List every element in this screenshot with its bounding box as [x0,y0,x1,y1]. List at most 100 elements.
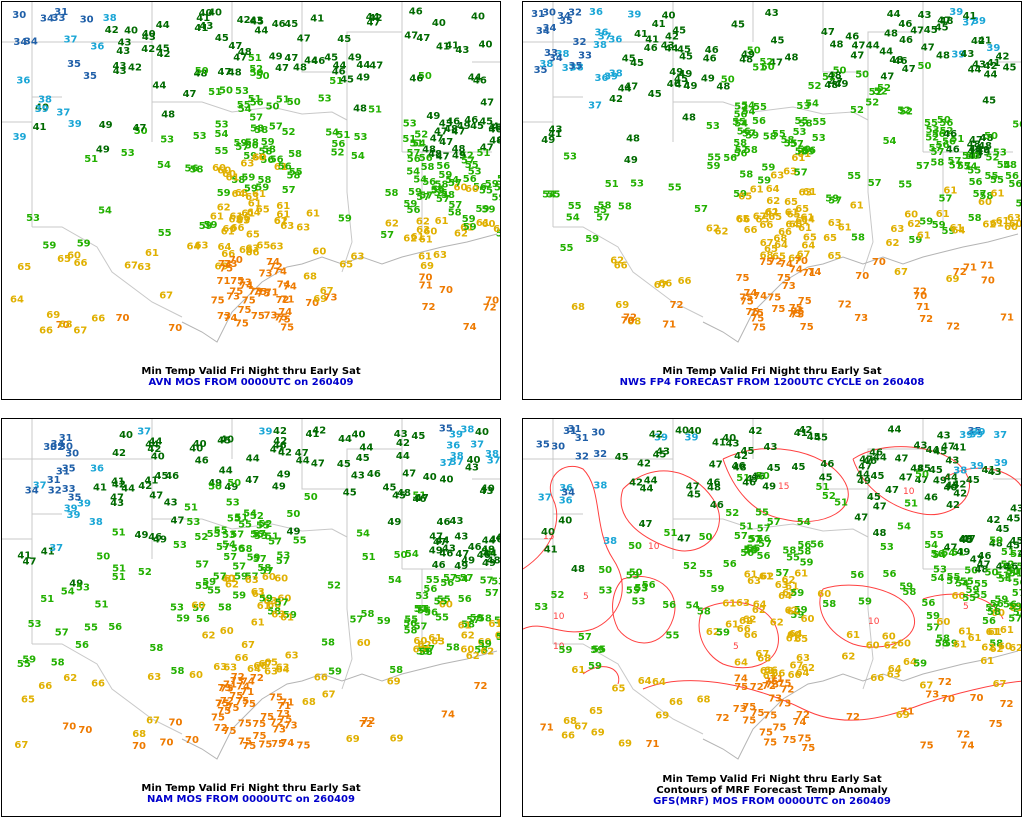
station-temp-label: 75 [274,313,288,324]
station-temp-label: 65 [789,219,803,230]
station-temp-label: 54 [406,166,420,177]
station-temp-label: 58 [739,170,753,181]
station-temp-label: 58 [979,191,993,202]
station-temp-label: 61 [958,627,972,638]
station-temp-label: 35 [67,59,81,70]
station-temp-label: 46 [148,532,162,543]
station-temp-label: 56 [407,205,421,216]
station-temp-label: 47 [245,475,259,486]
station-temp-label: 62 [841,652,855,663]
station-temp-label: 57 [275,597,289,608]
station-temp-label: 61 [571,665,585,676]
station-temp-label: 41 [436,41,450,52]
station-temp-label: 61 [936,209,950,220]
station-temp-label: 49 [153,535,167,546]
station-temp-label: 67 [763,671,777,682]
station-temp-label: 73 [218,259,232,270]
station-temp-label: 61 [785,208,799,219]
station-temp-label: 49 [541,135,555,146]
station-temp-label: 57 [350,615,364,626]
station-temp-label: 57 [443,573,457,584]
station-temp-label: 58 [404,625,418,636]
station-temp-label: 60 [222,169,236,180]
caption-title: Min Temp Valid Fri Night thru Early Sat [662,774,882,785]
station-temp-label: 71 [646,739,660,750]
station-temp-label: 72 [361,716,375,727]
station-temp-label: 36 [559,483,573,494]
station-temp-label: 57 [436,194,450,205]
station-temp-label: 47 [429,531,443,542]
station-temp-label: 70 [621,316,635,327]
station-temp-label: 46 [943,129,957,140]
station-temp-label: 42 [138,481,152,492]
station-temp-label: 67 [790,661,804,672]
station-temp-label: 63 [351,252,365,263]
station-temp-label: 65 [339,260,353,271]
station-temp-label: 48 [968,151,982,162]
station-temp-label: 55 [592,644,606,655]
station-temp-label: 72 [750,682,764,693]
station-temp-label: 72 [796,710,810,721]
station-temp-label: 52 [822,72,836,83]
station-temp-label: 65 [736,214,750,225]
station-temp-label: 59 [919,217,933,228]
station-temp-label: 43 [726,439,740,450]
state-border [151,42,348,121]
station-temp-label: 72 [919,314,933,325]
station-temp-label: 46 [409,7,423,18]
station-temp-label: 65 [787,209,801,220]
station-temp-label: 56 [734,149,748,160]
station-temp-label: 71 [900,706,914,717]
station-temp-label: 57 [939,194,953,205]
station-temp-label: 73 [733,704,747,715]
station-temp-label: 59 [585,234,599,245]
station-temp-label: 55 [847,171,861,182]
station-temp-label: 59 [496,228,501,239]
station-temp-label: 56 [969,177,983,188]
station-temp-label: 59 [932,220,946,231]
station-temp-label: 53 [215,119,229,130]
station-temp-label: 56 [463,174,477,185]
station-temp-label: 56 [802,146,816,157]
station-temp-label: 57 [414,604,428,615]
station-temp-label: 52 [925,133,939,144]
station-temp-label: 36 [559,496,573,507]
station-temp-label: 60 [787,606,801,617]
station-temp-label: 41 [712,438,726,449]
station-temp-label: 46 [367,469,381,480]
station-temp-label: 69 [591,728,605,739]
station-temp-label: 59 [485,179,499,190]
station-temp-label: 53 [812,133,826,144]
station-temp-label: 40 [471,12,485,23]
station-temp-label: 64 [801,215,815,226]
station-temp-label: 61 [276,210,290,221]
station-temp-label: 74 [753,291,767,302]
station-temp-label: 55 [973,590,987,601]
station-temp-label: 58 [902,587,916,598]
station-temp-label: 67 [755,649,769,660]
station-temp-label: 63 [195,241,209,252]
station-temp-label: 37 [470,440,484,451]
station-temp-label: 53 [254,531,268,542]
station-temp-label: 75 [297,741,311,752]
station-temp-label: 66 [744,225,758,236]
station-temp-label: 47 [686,482,700,493]
station-temp-label: 43 [918,10,932,21]
station-temp-label: 61 [411,232,425,243]
station-temp-label: 60 [262,572,276,583]
station-temp-label: 59 [733,189,747,200]
station-temp-label: 44 [968,64,982,75]
station-temp-label: 55 [626,586,640,597]
station-temp-label: 45 [622,54,636,65]
station-temp-label: 43 [199,21,213,32]
station-temp-label: 44 [145,440,159,451]
station-temp-label: 50 [256,71,270,82]
station-temp-label: 72 [1000,699,1014,710]
station-temp-label: 70 [855,271,869,282]
station-temp-label: 57 [949,160,963,171]
station-temp-label: 52 [327,581,341,592]
station-temp-label: 38 [38,95,52,106]
station-temp-label: 53 [599,586,613,597]
station-temp-label: 37 [64,34,78,45]
station-temp-label: 51 [362,552,376,563]
